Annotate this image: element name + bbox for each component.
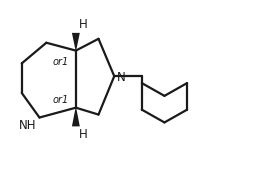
Text: H: H	[79, 18, 88, 31]
Text: or1: or1	[53, 57, 69, 67]
Text: N: N	[117, 71, 126, 84]
Text: H: H	[79, 128, 88, 141]
Text: or1: or1	[53, 95, 69, 105]
Polygon shape	[72, 33, 80, 51]
Text: NH: NH	[19, 120, 36, 133]
Polygon shape	[72, 108, 80, 126]
